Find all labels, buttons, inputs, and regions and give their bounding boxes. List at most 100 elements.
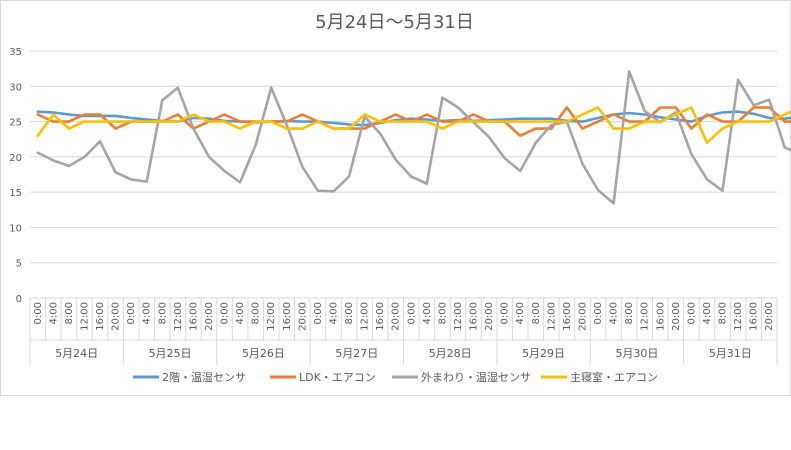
data-point: [130, 117, 133, 119]
data-point: [223, 113, 226, 116]
data-point: [176, 113, 179, 116]
data-point: [99, 140, 101, 143]
x-tick-label: 12:00: [79, 302, 90, 331]
data-point: [130, 120, 133, 123]
data-point: [83, 120, 86, 123]
data-point: [114, 171, 117, 174]
data-point: [145, 180, 148, 183]
data-point: [332, 122, 335, 124]
data-point: [301, 113, 304, 116]
data-point: [519, 134, 522, 137]
day-label: 5月31日: [709, 347, 752, 360]
x-tick-label: 4:00: [142, 302, 153, 324]
x-tick-label: 0:00: [406, 302, 417, 324]
x-tick-label: 20:00: [391, 302, 402, 331]
legend: 2階・温湿センサ LDK・エアコン 外まわり・温湿センサ 主寝室・エアコン: [133, 370, 658, 384]
x-tick-label: 16:00: [95, 302, 106, 331]
data-point: [363, 127, 366, 130]
data-point: [597, 189, 599, 191]
legend-label: 主寝室・エアコン: [570, 370, 658, 384]
x-tick-label: 16:00: [375, 302, 386, 331]
x-tick-label: 0:00: [686, 302, 697, 324]
data-point: [425, 182, 428, 185]
x-tick-label: 16:00: [469, 302, 480, 331]
data-point: [239, 120, 241, 123]
data-point: [503, 157, 506, 160]
data-point: [472, 120, 475, 123]
x-tick-label: 8:00: [344, 302, 355, 324]
data-point: [208, 117, 210, 120]
y-tick-label: 25: [9, 118, 22, 129]
data-point: [36, 113, 39, 116]
data-point: [659, 106, 662, 109]
x-tick-label: 0:00: [593, 302, 604, 324]
data-point: [706, 113, 708, 116]
chart-frame: [0, 0, 791, 396]
data-point: [674, 106, 677, 109]
x-tick-label: 16:00: [188, 302, 199, 331]
data-point: [176, 86, 179, 89]
data-point: [643, 120, 646, 123]
series-line: [36, 70, 791, 205]
x-tick-label: 16:00: [562, 302, 573, 331]
data-point: [301, 127, 304, 130]
data-point: [52, 159, 55, 162]
axes: 0 5 10 15 20 25 30 35 0:00 4:00 8:00 12:00 16:00 20:0…: [9, 47, 778, 365]
x-tick-label: 12:00: [733, 302, 744, 331]
data-point: [363, 124, 366, 126]
y-tick-label: 5: [16, 259, 22, 270]
data-point: [223, 170, 226, 172]
data-point: [706, 141, 708, 144]
data-point: [130, 178, 133, 181]
data-point: [425, 120, 428, 123]
x-tick-label: 8:00: [157, 302, 168, 324]
data-point: [752, 104, 755, 107]
data-point: [550, 127, 553, 130]
day-label: 5月26日: [242, 347, 285, 360]
data-point: [348, 123, 350, 126]
data-point: [690, 120, 693, 123]
data-point: [674, 113, 677, 116]
data-point: [332, 127, 335, 130]
data-point: [534, 117, 537, 120]
data-point: [114, 115, 117, 117]
data-point: [488, 136, 490, 138]
data-point: [628, 112, 631, 115]
y-tick-label: 15: [9, 188, 22, 199]
x-tick-label: 20:00: [671, 302, 682, 331]
x-tick-label: 8:00: [531, 302, 542, 324]
data-point: [566, 120, 568, 123]
data-point: [192, 113, 195, 116]
data-point: [348, 175, 350, 178]
data-point: [457, 120, 459, 123]
data-point: [612, 127, 615, 130]
data-point: [737, 120, 739, 123]
data-point: [161, 120, 164, 123]
y-tick-label: 35: [9, 47, 22, 58]
x-tick-label: 12:00: [173, 302, 184, 331]
y-tick-label: 10: [9, 223, 22, 234]
data-point: [239, 127, 241, 130]
data-point: [36, 151, 39, 154]
data-point: [783, 120, 786, 123]
data-point: [597, 106, 599, 109]
data-point: [379, 120, 382, 123]
data-point: [783, 117, 786, 120]
x-tick-label: 16:00: [749, 302, 760, 331]
data-point: [410, 175, 413, 178]
y-tick-label: 20: [9, 153, 22, 164]
day-label: 5月28日: [429, 347, 472, 360]
x-tick-label: 12:00: [546, 302, 557, 331]
data-point: [550, 124, 553, 126]
data-point: [317, 189, 319, 192]
data-point: [301, 120, 304, 123]
data-point: [706, 178, 708, 181]
day-label: 5月27日: [335, 347, 378, 360]
x-tick-label: 8:00: [437, 302, 448, 324]
data-point: [628, 70, 631, 73]
data-point: [145, 118, 148, 121]
x-tick-label: 12:00: [453, 302, 464, 331]
data-point: [628, 120, 631, 123]
data-point: [581, 127, 584, 130]
x-tick-label: 8:00: [718, 302, 729, 324]
